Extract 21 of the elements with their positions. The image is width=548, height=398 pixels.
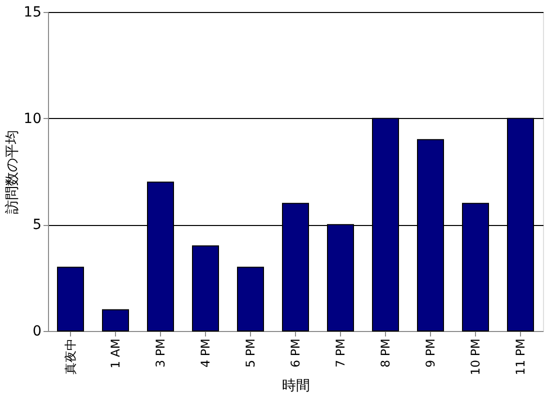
x-tick-label: 5 PM bbox=[244, 338, 258, 368]
y-axis-title: 訪問数の平均 bbox=[4, 130, 21, 214]
bar bbox=[192, 245, 219, 332]
x-tick-label: 7 PM bbox=[334, 338, 348, 368]
x-tick-label: 6 PM bbox=[288, 338, 302, 368]
bar bbox=[237, 266, 264, 332]
x-tick-label: 3 PM bbox=[154, 338, 168, 368]
y-tick-label: 0 bbox=[32, 324, 42, 340]
bar bbox=[102, 309, 129, 332]
bar bbox=[57, 266, 84, 332]
y-tick-label: 5 bbox=[32, 217, 42, 234]
x-tick-label: 10 PM bbox=[468, 338, 482, 376]
y-tick-label: 10 bbox=[24, 110, 42, 127]
x-tick-label: 真夜中 bbox=[64, 338, 78, 374]
x-tick-label: 1 AM bbox=[108, 338, 122, 369]
x-tick-label: 4 PM bbox=[198, 338, 212, 368]
x-tick-label: 11 PM bbox=[514, 338, 528, 376]
y-tick-label: 15 bbox=[24, 4, 42, 20]
x-tick-label: 9 PM bbox=[424, 338, 438, 368]
x-axis-title: 時間 bbox=[282, 378, 310, 394]
x-tick-label: 8 PM bbox=[378, 338, 392, 368]
